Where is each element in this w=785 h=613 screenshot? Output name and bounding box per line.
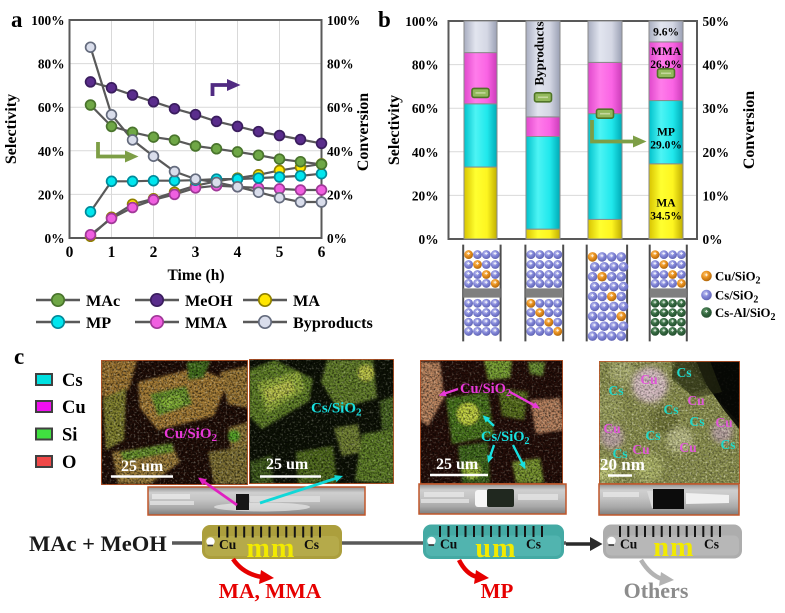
svg-text:Cs: Cs	[689, 414, 704, 429]
svg-text:4: 4	[234, 244, 242, 261]
svg-text:20%: 20%	[327, 187, 354, 202]
svg-text:60%: 60%	[327, 100, 354, 115]
svg-text:Cu: Cu	[715, 415, 733, 430]
svg-text:MP: MP	[86, 314, 111, 332]
svg-text:Cs: Cs	[645, 428, 660, 443]
svg-text:Cu: Cu	[219, 537, 237, 552]
svg-text:Cs/SiO2: Cs/SiO2	[715, 289, 758, 306]
svg-text:Cs: Cs	[663, 402, 678, 417]
svg-text:Cs: Cs	[62, 371, 83, 391]
svg-text:MeOH: MeOH	[185, 292, 233, 310]
svg-text:Cs: Cs	[720, 437, 735, 452]
svg-text:50%: 50%	[703, 14, 730, 29]
svg-text:80%: 80%	[38, 57, 65, 72]
svg-text:Cu: Cu	[632, 442, 650, 457]
svg-text:Selectivity: Selectivity	[3, 94, 20, 164]
svg-text:Selectivity: Selectivity	[386, 95, 403, 165]
svg-text:Cs/SiO2: Cs/SiO2	[481, 429, 530, 447]
svg-text:30%: 30%	[703, 101, 730, 116]
svg-text:Cu: Cu	[62, 398, 86, 418]
svg-text:um: um	[475, 533, 516, 564]
svg-text:MP: MP	[657, 127, 675, 139]
svg-text:MMA: MMA	[185, 314, 228, 332]
svg-text:0%: 0%	[45, 231, 65, 246]
svg-text:Cs: Cs	[526, 537, 541, 552]
svg-text:Cu: Cu	[603, 421, 621, 436]
svg-text:Cu: Cu	[687, 393, 705, 408]
svg-text:20%: 20%	[38, 187, 65, 202]
svg-text:6: 6	[318, 244, 326, 261]
svg-text:0%: 0%	[327, 231, 347, 246]
svg-text:20%: 20%	[703, 145, 730, 160]
svg-text:Cu/SiO2: Cu/SiO2	[715, 270, 761, 287]
svg-text:Others: Others	[624, 578, 689, 603]
svg-text:20%: 20%	[412, 188, 439, 203]
svg-text:a: a	[11, 7, 23, 32]
svg-text:c: c	[14, 344, 24, 369]
svg-text:MA: MA	[656, 197, 676, 209]
svg-text:60%: 60%	[412, 101, 439, 116]
svg-text:10%: 10%	[703, 188, 730, 203]
svg-text:Cs: Cs	[612, 446, 627, 461]
svg-text:5: 5	[276, 244, 284, 261]
svg-text:2: 2	[150, 244, 158, 261]
svg-text:1: 1	[108, 244, 116, 261]
svg-text:Cu: Cu	[640, 372, 658, 387]
svg-text:MA, MMA: MA, MMA	[219, 579, 322, 603]
svg-text:Si: Si	[62, 426, 77, 446]
svg-text:26.9%: 26.9%	[650, 59, 682, 71]
svg-text:Conversion: Conversion	[741, 91, 758, 169]
svg-text:MMA: MMA	[651, 46, 682, 58]
svg-text:0%: 0%	[703, 232, 723, 247]
svg-text:Cs-Al/SiO2: Cs-Al/SiO2	[715, 306, 775, 323]
svg-text:Cu: Cu	[620, 537, 638, 552]
svg-text:b: b	[378, 7, 391, 32]
svg-text:20 nm: 20 nm	[600, 455, 645, 474]
svg-text:29.0%: 29.0%	[650, 140, 682, 152]
svg-text:80%: 80%	[327, 57, 354, 72]
svg-text:100%: 100%	[327, 13, 360, 28]
svg-text:Cu: Cu	[679, 440, 697, 455]
svg-text:O: O	[62, 453, 76, 473]
svg-text:100%: 100%	[31, 13, 64, 28]
svg-text:40%: 40%	[703, 58, 730, 73]
svg-text:34.5%: 34.5%	[650, 211, 682, 223]
svg-text:40%: 40%	[412, 145, 439, 160]
svg-text:nm: nm	[653, 532, 694, 563]
svg-text:Cu: Cu	[440, 537, 458, 552]
svg-text:9.6%: 9.6%	[653, 27, 679, 39]
svg-text:MA: MA	[293, 292, 320, 310]
svg-text:Cs: Cs	[704, 537, 719, 552]
svg-text:40%: 40%	[327, 144, 354, 159]
svg-text:Byproducts: Byproducts	[293, 314, 373, 332]
svg-text:Cs/SiO2: Cs/SiO2	[311, 401, 362, 419]
svg-text:Cs: Cs	[304, 537, 319, 552]
svg-text:80%: 80%	[412, 58, 439, 73]
svg-text:Cs: Cs	[608, 383, 623, 398]
svg-text:Cs: Cs	[676, 365, 691, 380]
svg-text:Conversion: Conversion	[355, 93, 372, 171]
svg-text:mm: mm	[246, 533, 295, 564]
svg-text:25 um: 25 um	[121, 458, 164, 475]
svg-text:MP: MP	[481, 579, 514, 603]
svg-text:40%: 40%	[38, 144, 65, 159]
svg-text:0: 0	[66, 244, 74, 261]
svg-text:Cu/SiO2: Cu/SiO2	[164, 426, 218, 444]
svg-text:25 um: 25 um	[266, 456, 309, 473]
svg-text:100%: 100%	[405, 14, 438, 29]
svg-text:MAc + MeOH: MAc + MeOH	[29, 531, 167, 556]
svg-text:3: 3	[192, 244, 200, 261]
svg-text:25 um: 25 um	[436, 456, 479, 473]
svg-text:Byproducts: Byproducts	[532, 21, 547, 85]
svg-text:0%: 0%	[419, 232, 439, 247]
svg-text:MAc: MAc	[86, 292, 120, 310]
svg-text:Cu/SiO2: Cu/SiO2	[460, 381, 511, 399]
svg-text:Time (h): Time (h)	[168, 267, 225, 284]
svg-text:60%: 60%	[38, 100, 65, 115]
